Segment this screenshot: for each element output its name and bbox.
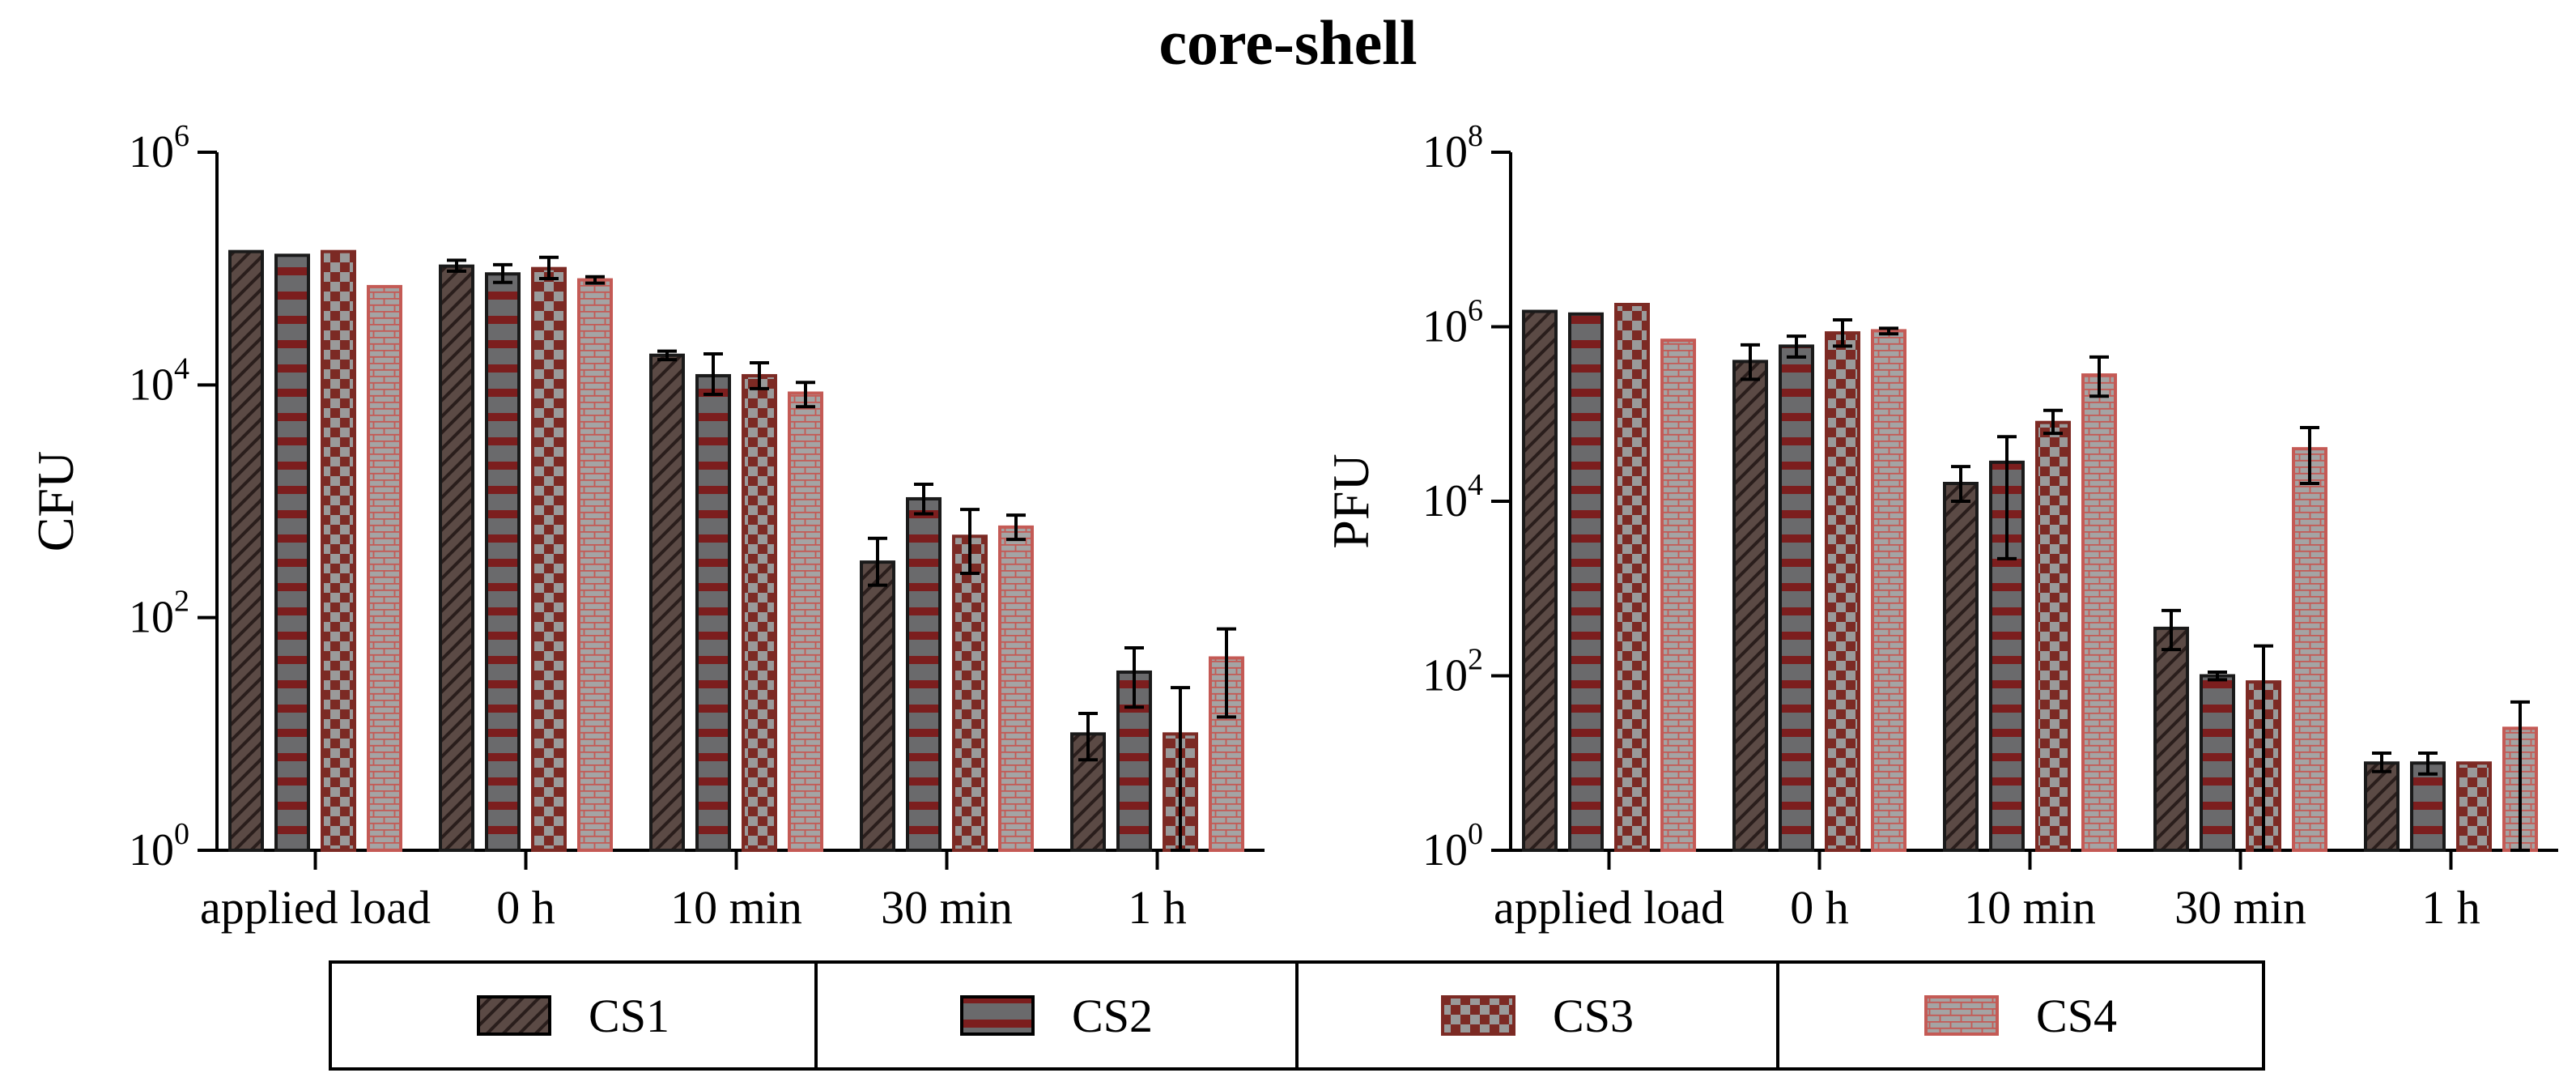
y-tick-label: 102 [1422, 643, 1483, 701]
y-axis-title: CFU [27, 451, 84, 552]
bar-cs3 [2456, 761, 2492, 852]
x-tick-label: 30 min [2174, 881, 2306, 934]
bar-cs3 [531, 266, 567, 852]
bar-cs3 [742, 373, 777, 852]
bar-cs4 [1871, 329, 1906, 852]
x-tick-label: 1 h [1128, 881, 1187, 934]
bar-cs1 [1732, 360, 1768, 852]
bar-cs2 [2200, 674, 2235, 852]
y-tick-label: 106 [129, 119, 189, 177]
legend-swatch-cs3 [1441, 995, 1516, 1036]
bar-cs4 [2292, 447, 2327, 853]
cfu-panel: 100 102 104 106 CFU applied load 0 h 10 min 30 m… [27, 119, 1265, 934]
bar-cs2 [2410, 761, 2446, 852]
legend-item-cs2: CS2 [814, 960, 1299, 1071]
legend-item-cs4: CS4 [1776, 960, 2265, 1071]
legend-item-cs1: CS1 [329, 960, 818, 1071]
page-title: core-shell [1158, 7, 1418, 78]
bar-cs3 [952, 534, 988, 852]
bar-cs1 [1522, 309, 1558, 852]
x-tick-label: 0 h [496, 881, 555, 934]
bar-cs2 [274, 253, 310, 852]
bar-cs2 [906, 496, 942, 852]
x-tick-label: 10 min [670, 881, 802, 934]
y-tick-label: 100 [129, 817, 189, 875]
bar-cs1 [860, 560, 895, 852]
y-tick-label: 106 [1422, 294, 1483, 352]
legend-swatch-cs4 [1924, 995, 2000, 1036]
y-tick-label: 102 [129, 585, 189, 643]
x-tick-label: 1 h [2421, 881, 2480, 934]
x-tick-label: 0 h [1790, 881, 1849, 934]
bar-cs4 [367, 284, 402, 853]
bar-cs4 [1660, 338, 1696, 852]
pfu-panel: 100 102 104 106 108 PFU applied load 0 h 10 min 3… [1322, 119, 2558, 934]
legend-label-cs3: CS3 [1553, 989, 1634, 1042]
bar-cs1 [228, 249, 264, 853]
bar-cs2 [1568, 312, 1604, 852]
legend-swatch-cs1 [477, 995, 552, 1036]
y-tick-label: 104 [129, 351, 189, 410]
bar-cs1 [2153, 626, 2189, 852]
bar-cs1 [649, 353, 685, 852]
x-tick-label: 30 min [881, 881, 1013, 934]
bar-cs3 [2035, 420, 2071, 852]
legend-label-cs4: CS4 [2036, 989, 2117, 1042]
y-tick-label: 104 [1422, 468, 1483, 526]
legend-swatch-cs2 [960, 995, 1035, 1036]
bar-cs4 [998, 525, 1034, 852]
y-tick-label: 100 [1422, 817, 1483, 875]
bar-cs1 [439, 264, 474, 852]
bar-cs2 [1779, 344, 1814, 853]
bar-cs2 [485, 272, 521, 852]
y-axis-title: PFU [1322, 453, 1379, 548]
x-tick-label: applied load [200, 881, 431, 934]
legend-item-cs3: CS3 [1295, 960, 1779, 1071]
y-tick-label: 108 [1422, 119, 1483, 177]
bar-cs2 [695, 373, 731, 852]
legend-label-cs2: CS2 [1072, 989, 1153, 1042]
bar-cs4 [788, 391, 823, 852]
bar-cs3 [321, 249, 356, 853]
x-tick-label: 10 min [1964, 881, 2096, 934]
x-tick-label: applied load [1494, 881, 1724, 934]
bar-cs4 [2081, 373, 2117, 852]
bar-cs4 [577, 278, 613, 852]
bar-cs3 [1825, 331, 1860, 852]
bar-cs1 [1943, 482, 1979, 852]
legend-label-cs1: CS1 [589, 989, 670, 1042]
bar-cs3 [1614, 302, 1650, 852]
bar-cs1 [2364, 761, 2400, 852]
